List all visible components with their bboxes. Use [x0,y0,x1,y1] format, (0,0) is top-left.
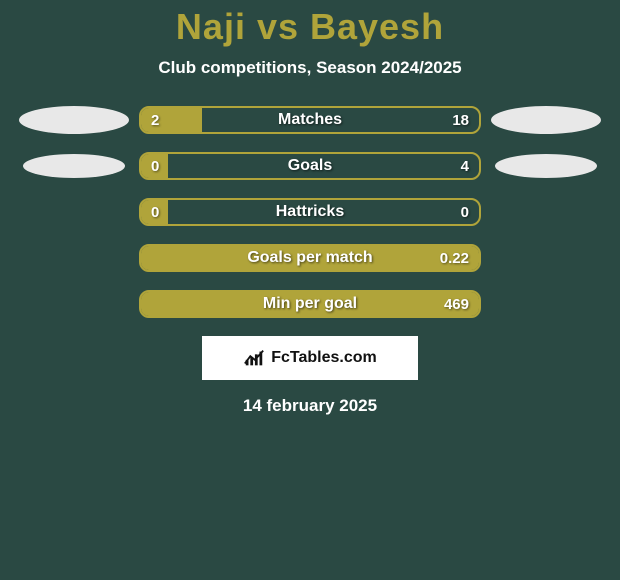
stat-label: Goals [141,154,479,178]
stat-right-value: 0 [461,200,469,224]
date-text: 14 february 2025 [0,396,620,416]
stat-right-value: 4 [461,154,469,178]
stat-row: 0Hattricks0 [0,198,620,226]
stat-row: 0Goals4 [0,152,620,180]
stat-label: Matches [141,108,479,132]
stat-right-value: 469 [444,292,469,316]
stat-bar: Goals per match0.22 [139,244,481,272]
brand-text: FcTables.com [271,349,377,367]
player-placeholder-icon [23,154,125,178]
stat-bar: 2Matches18 [139,106,481,134]
stat-bar: Min per goal469 [139,290,481,318]
bar-holder: Min per goal469 [139,290,481,318]
stat-row: Min per goal469 [0,290,620,318]
brand-badge[interactable]: FcTables.com [202,336,418,380]
bar-holder: 2Matches18 [139,106,481,134]
stat-bar: 0Hattricks0 [139,198,481,226]
stats-bars-icon [243,347,265,369]
page-subtitle: Club competitions, Season 2024/2025 [0,58,620,78]
right-oval-slot [481,106,611,134]
right-oval-slot [481,154,611,178]
stat-row: Goals per match0.22 [0,244,620,272]
stat-row: 2Matches18 [0,106,620,134]
stat-label: Min per goal [141,292,479,316]
stat-bar: 0Goals4 [139,152,481,180]
left-oval-slot [9,154,139,178]
player-placeholder-icon [491,106,601,134]
bar-holder: Goals per match0.22 [139,244,481,272]
page-title: Naji vs Bayesh [0,6,620,48]
stat-label: Goals per match [141,246,479,270]
player-placeholder-icon [19,106,129,134]
stat-right-value: 0.22 [440,246,469,270]
stats-container: 2Matches180Goals40Hattricks0Goals per ma… [0,106,620,318]
stat-right-value: 18 [452,108,469,132]
bar-holder: 0Goals4 [139,152,481,180]
bar-holder: 0Hattricks0 [139,198,481,226]
left-oval-slot [9,106,139,134]
player-placeholder-icon [495,154,597,178]
stat-label: Hattricks [141,200,479,224]
